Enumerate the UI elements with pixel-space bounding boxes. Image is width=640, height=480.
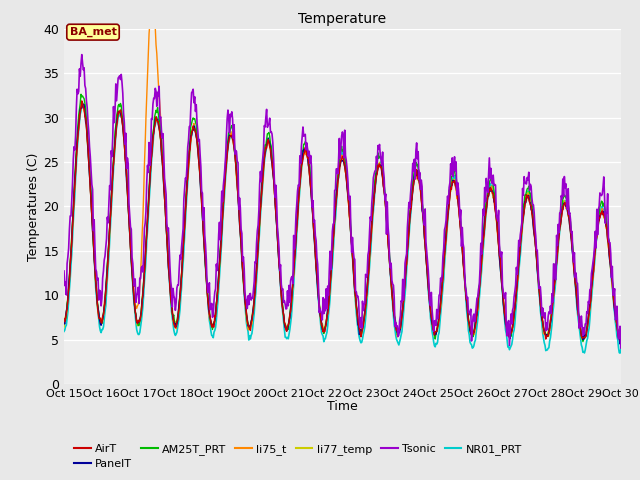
Text: BA_met: BA_met <box>70 27 116 37</box>
Title: Temperature: Temperature <box>298 12 387 26</box>
X-axis label: Time: Time <box>327 400 358 413</box>
Legend: AirT, PanelT, AM25T_PRT, li75_t, li77_temp, Tsonic, NR01_PRT: AirT, PanelT, AM25T_PRT, li75_t, li77_te… <box>70 439 527 474</box>
Y-axis label: Temperatures (C): Temperatures (C) <box>28 152 40 261</box>
